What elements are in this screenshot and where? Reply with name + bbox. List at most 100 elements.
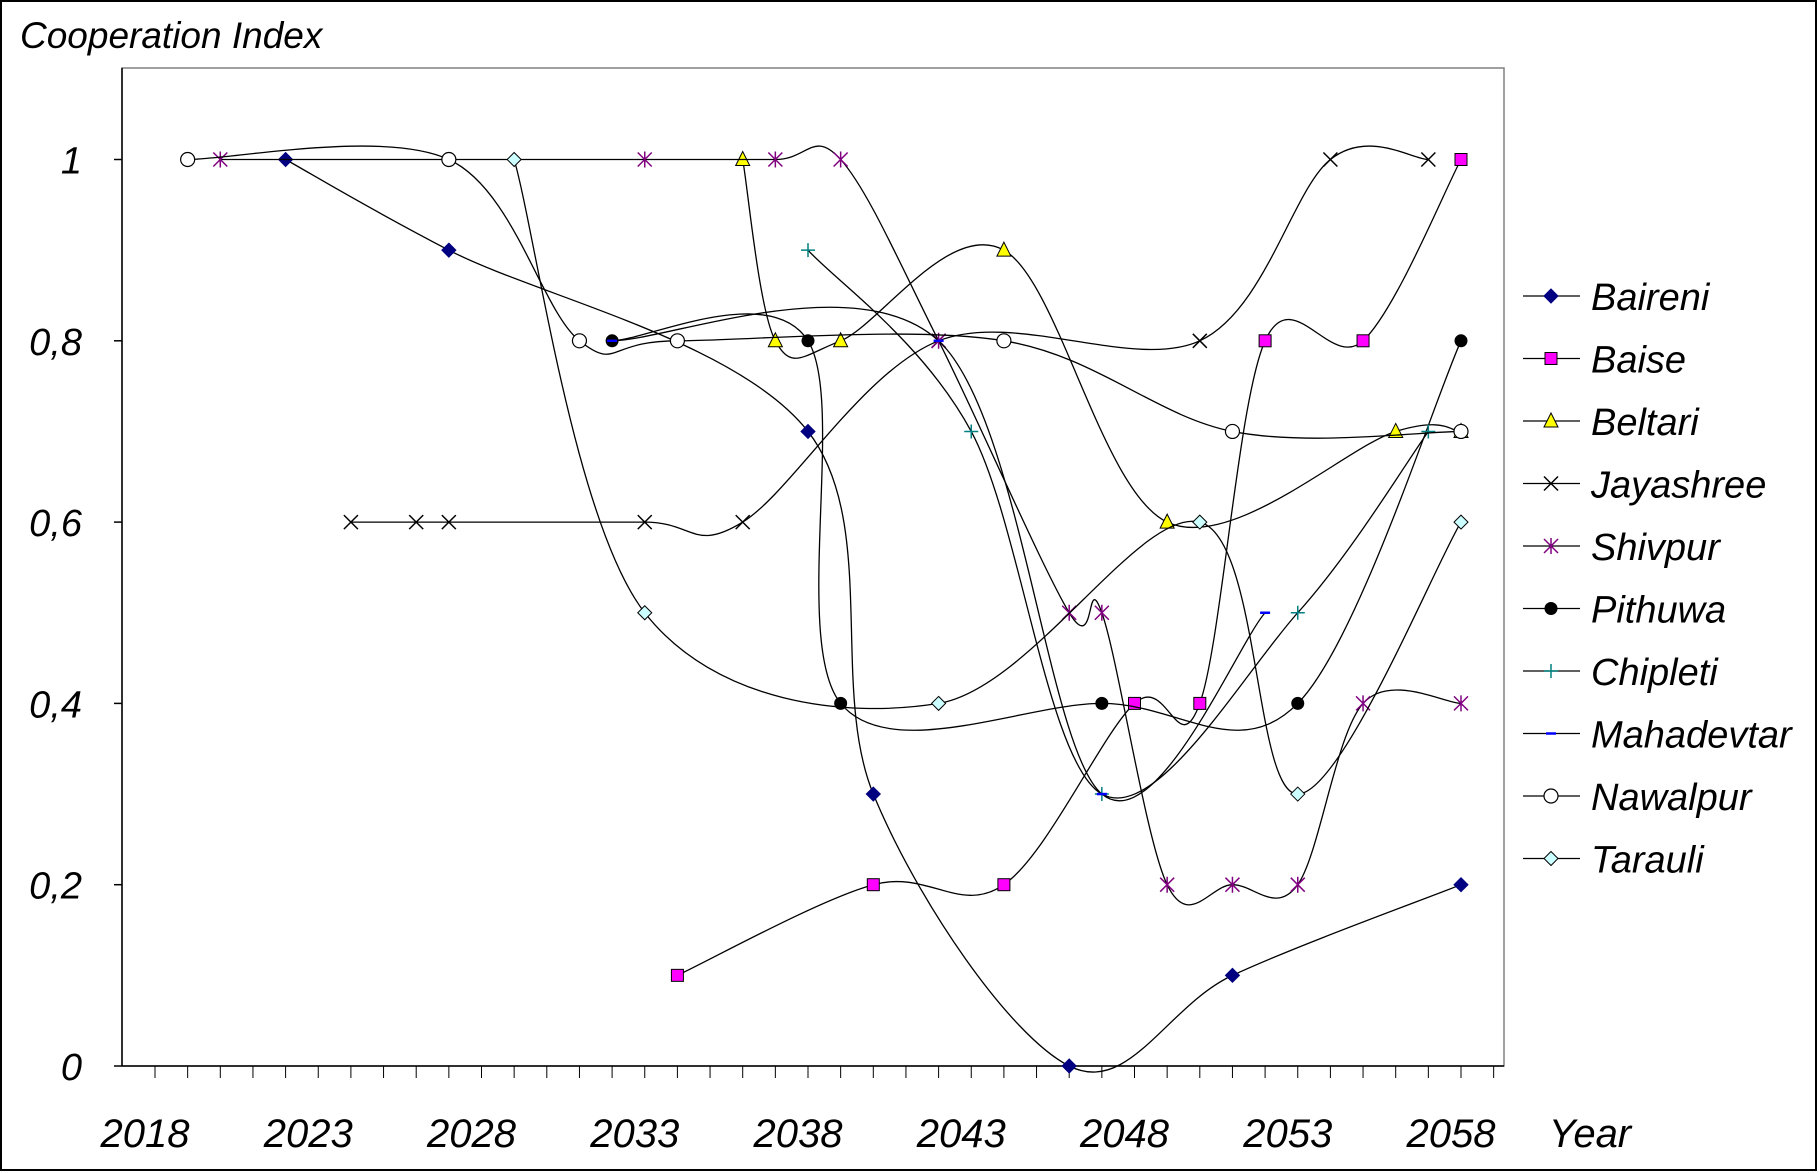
data-point	[1258, 334, 1272, 348]
data-point	[1291, 696, 1305, 710]
data-point	[832, 331, 849, 348]
legend-label: Baise	[1591, 340, 1686, 382]
x-tick-label: 2028	[426, 1112, 517, 1156]
data-point	[1453, 423, 1469, 440]
data-point	[1453, 695, 1469, 712]
data-point	[1192, 333, 1208, 349]
data-point	[1356, 334, 1370, 348]
data-point	[1192, 514, 1208, 530]
y-axis-title: Cooperation Index	[20, 15, 324, 56]
data-point	[1454, 334, 1468, 348]
data-point	[1290, 605, 1305, 620]
data-point	[1159, 876, 1175, 893]
data-point	[408, 514, 424, 530]
data-point	[1193, 696, 1207, 710]
data-point	[1543, 788, 1559, 804]
data-point	[1290, 876, 1306, 893]
y-tick-label: 0,6	[29, 503, 83, 545]
data-point	[180, 151, 196, 168]
legend-label: Tarauli	[1591, 840, 1705, 882]
data-point	[865, 786, 882, 802]
data-point	[1224, 423, 1241, 440]
data-point	[1543, 475, 1559, 492]
legend-item-nawalpur: Nawalpur	[1523, 777, 1753, 819]
y-tick-label: 0,2	[29, 866, 82, 908]
data-point	[1224, 967, 1241, 984]
data-point	[343, 514, 359, 530]
series-mahadevtar	[607, 306, 1271, 802]
series-line	[513, 159, 1462, 795]
data-point	[833, 151, 849, 168]
data-point	[767, 331, 784, 348]
data-point	[571, 333, 588, 349]
legend-label: Pithuwa	[1591, 590, 1726, 632]
series-jayashree	[343, 145, 1436, 537]
data-point	[1290, 786, 1306, 802]
data-point	[1421, 424, 1436, 439]
series-baise	[670, 153, 1468, 982]
data-point	[735, 514, 751, 530]
data-point	[1095, 696, 1109, 710]
x-tick-label: 2018	[100, 1112, 191, 1156]
y-tick-label: 0,4	[29, 684, 82, 726]
data-point	[1544, 352, 1558, 365]
legend-item-pithuwa: Pithuwa	[1523, 590, 1726, 632]
data-point	[441, 151, 457, 168]
legend-item-tarauli: Tarauli	[1523, 840, 1705, 882]
series-baireni	[277, 151, 1469, 1074]
data-point	[1094, 604, 1110, 621]
data-point	[1387, 422, 1404, 438]
x-tick-label: 2048	[1079, 1112, 1170, 1156]
data-point	[964, 424, 979, 439]
legend-item-baireni: Baireni	[1523, 277, 1711, 319]
data-point	[1543, 538, 1559, 554]
data-point	[800, 423, 816, 440]
legend-label: Chipleti	[1591, 652, 1719, 694]
series-line	[677, 159, 1462, 976]
data-point	[670, 968, 684, 982]
data-point	[212, 151, 228, 168]
x-tick-label: 2023	[263, 1112, 353, 1156]
data-point	[801, 334, 815, 348]
data-point	[996, 333, 1012, 349]
data-point	[1544, 602, 1558, 615]
data-point	[767, 151, 783, 168]
data-point	[441, 514, 457, 530]
legend-label: Nawalpur	[1591, 777, 1753, 819]
x-tick-label: 2058	[1406, 1112, 1497, 1156]
legend-item-beltari: Beltari	[1523, 402, 1700, 444]
data-point	[441, 242, 457, 258]
legend-item-chipleti: Chipleti	[1523, 652, 1719, 694]
data-point	[1544, 664, 1558, 678]
data-point	[637, 151, 653, 168]
legend-item-jayashree: Jayashree	[1523, 465, 1766, 507]
legend-item-mahadevtar: Mahadevtar	[1523, 715, 1793, 757]
data-point	[996, 241, 1012, 257]
plot-area-frame	[121, 67, 1505, 1067]
series-beltari	[734, 150, 1469, 529]
series-nawalpur	[180, 145, 1469, 440]
data-point	[1453, 876, 1469, 893]
data-point	[1061, 1058, 1077, 1074]
legend-label: Mahadevtar	[1591, 715, 1793, 757]
legend-label: Shivpur	[1591, 527, 1721, 569]
data-point	[1543, 411, 1559, 428]
data-point	[997, 878, 1011, 892]
legend-label: Beltari	[1591, 402, 1700, 444]
y-tick-label: 0,8	[29, 322, 82, 364]
data-point	[637, 514, 653, 530]
data-point	[734, 150, 751, 166]
legend-label: Jayashree	[1590, 465, 1766, 507]
data-point	[1543, 850, 1559, 867]
data-point	[506, 151, 522, 168]
data-point	[1454, 153, 1468, 166]
data-point	[1543, 288, 1559, 304]
x-tick-label: 2038	[753, 1112, 844, 1156]
data-point	[866, 878, 880, 892]
data-point	[1322, 151, 1338, 168]
legend-item-shivpur: Shivpur	[1523, 527, 1721, 569]
data-point	[669, 333, 686, 349]
data-point	[1453, 514, 1469, 530]
series-tarauli	[506, 151, 1469, 802]
